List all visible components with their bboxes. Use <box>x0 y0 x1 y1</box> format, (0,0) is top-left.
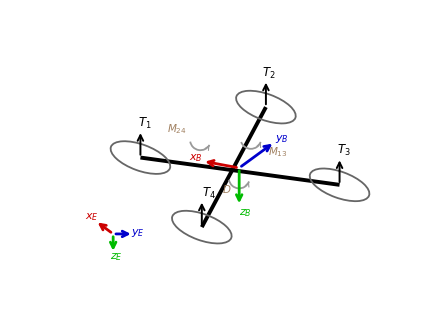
Text: $y_E$: $y_E$ <box>131 227 144 239</box>
Text: $T_4$: $T_4$ <box>202 186 216 201</box>
Text: $M_{24}$: $M_{24}$ <box>167 122 187 136</box>
Text: $T_1$: $T_1$ <box>138 116 152 131</box>
Text: $M_{13}$: $M_{13}$ <box>268 145 288 159</box>
Text: $z_E$: $z_E$ <box>110 251 123 263</box>
Text: $y_B$: $y_B$ <box>274 133 288 145</box>
Text: $T_3$: $T_3$ <box>337 143 350 158</box>
Text: $z_B$: $z_B$ <box>239 207 252 219</box>
Text: $D$: $D$ <box>222 183 231 195</box>
Text: $x_B$: $x_B$ <box>189 153 202 164</box>
Text: $T_2$: $T_2$ <box>262 66 275 80</box>
Text: $x_E$: $x_E$ <box>85 212 99 223</box>
